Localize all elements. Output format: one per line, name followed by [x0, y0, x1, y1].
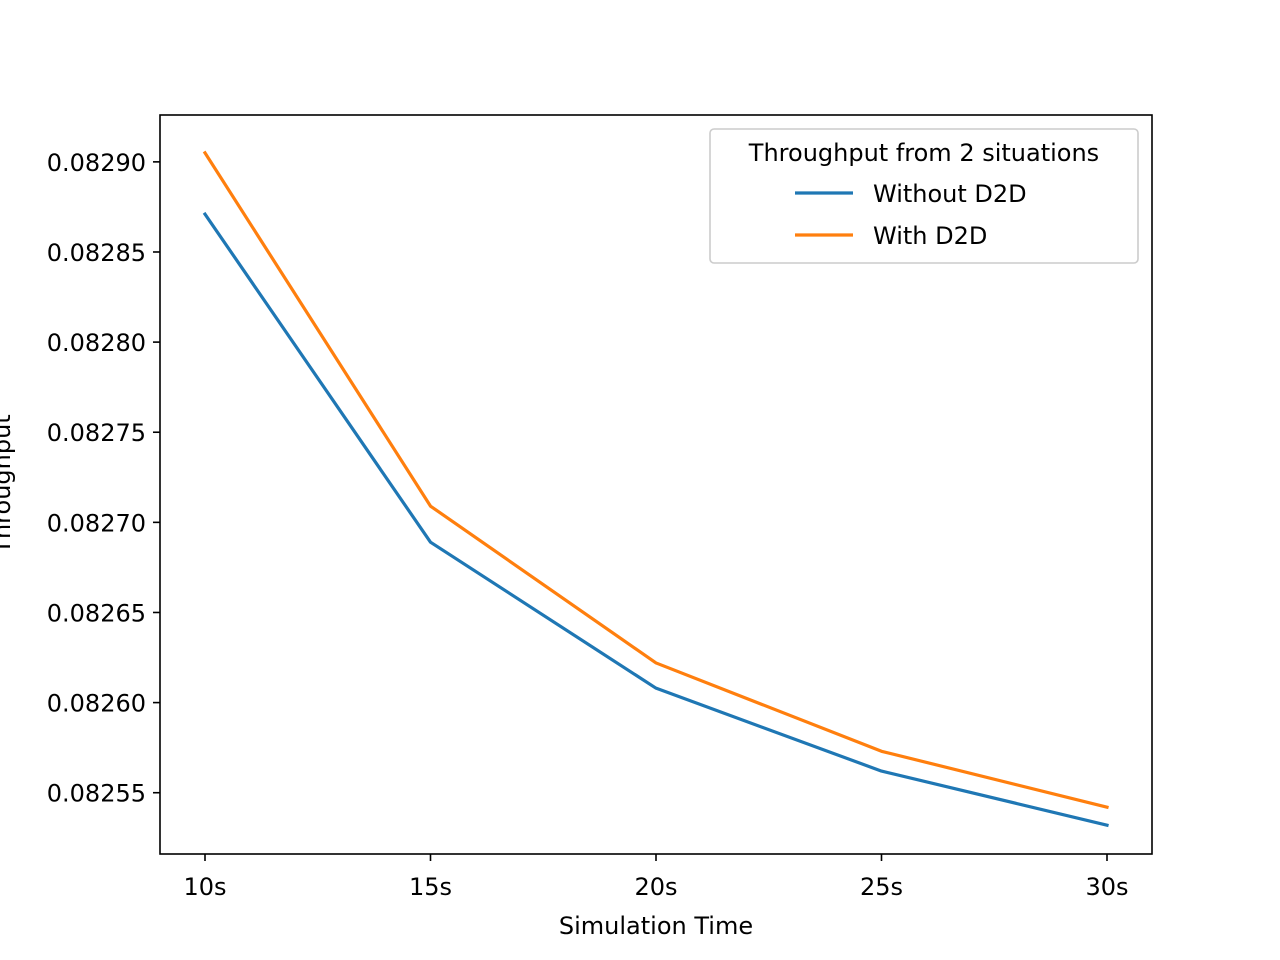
x-tick-label: 25s	[860, 873, 903, 901]
series-line-with-d2d	[202, 150, 1109, 810]
legend-label-with-d2d: With D2D	[873, 222, 987, 250]
legend-title: Throughput from 2 situations	[748, 139, 1099, 167]
x-tick-label: 20s	[634, 873, 677, 901]
legend-label-without-d2d: Without D2D	[873, 180, 1027, 208]
y-tick-label: 0.08280	[47, 329, 146, 357]
legend-box	[709, 128, 1139, 264]
y-tick-label: 0.08255	[47, 780, 146, 808]
x-tick-label: 15s	[409, 873, 452, 901]
y-tick-label: 0.08265	[47, 599, 146, 627]
x-tick-label: 30s	[1085, 873, 1128, 901]
legend: Throughput from 2 situations Without D2D…	[709, 128, 1139, 264]
x-tick-label: 10s	[183, 873, 226, 901]
y-tick-label: 0.08260	[47, 690, 146, 718]
y-tick-label: 0.08270	[47, 509, 146, 537]
y-axis-label: Throughput	[0, 414, 16, 554]
y-tick-label: 0.08290	[47, 149, 146, 177]
series-line-without-d2d	[202, 211, 1109, 828]
y-tick-label: 0.08285	[47, 239, 146, 267]
y-tick-label: 0.08275	[47, 419, 146, 447]
x-axis-label: Simulation Time	[559, 912, 753, 940]
